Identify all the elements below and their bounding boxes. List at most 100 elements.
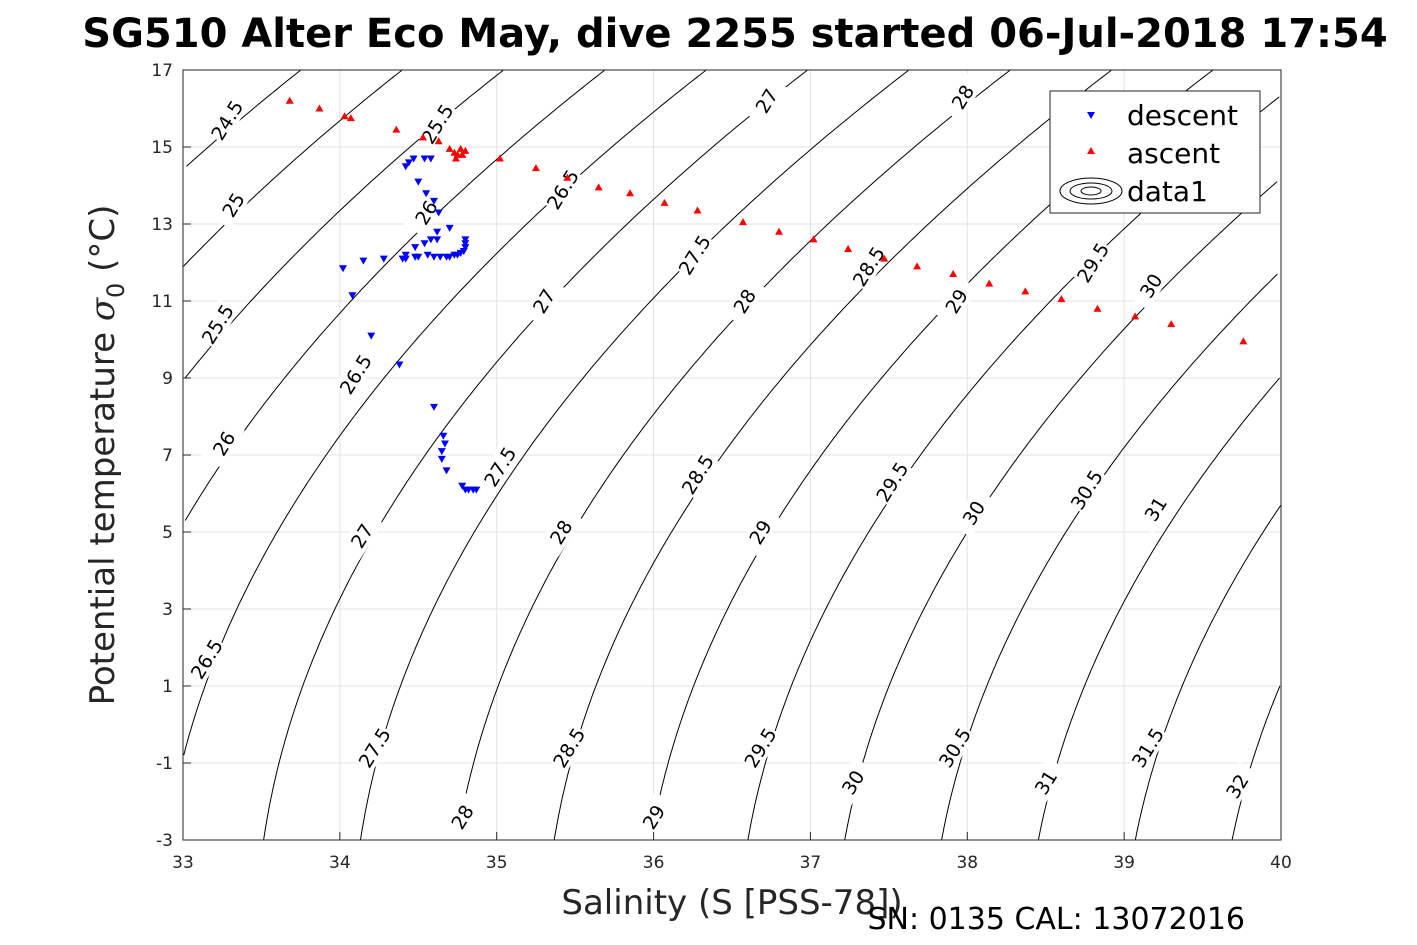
y-tick-label: 13 <box>151 215 173 235</box>
descent-point <box>426 155 435 163</box>
ascent-point <box>451 154 460 162</box>
descent-point <box>420 240 429 248</box>
contour-label: 27.5 <box>672 229 716 280</box>
descent-point <box>472 486 481 494</box>
y-axis-label-sigma: σ <box>83 297 123 321</box>
legend-ascent-marker <box>1087 147 1095 154</box>
ascent-point <box>913 262 922 270</box>
contour-label-bg <box>201 418 245 468</box>
contour-label-bg <box>440 791 484 842</box>
legend-data1-contour-icon <box>1059 177 1123 205</box>
contour-label-bg <box>1128 260 1172 311</box>
descent-point <box>429 253 438 261</box>
descent-point <box>445 224 454 232</box>
contour-label: 28 <box>440 791 484 842</box>
contour-label-bg <box>1023 757 1067 807</box>
ascent-point <box>563 173 572 181</box>
ascent-point <box>949 270 958 278</box>
contour-label: 27 <box>339 510 383 561</box>
y-tick-label: 17 <box>151 61 173 81</box>
ascent-point <box>434 137 443 145</box>
contour-label-bg <box>540 164 584 214</box>
descent-point <box>433 228 442 236</box>
chart-title: SG510 Alter Eco May, dive 2255 started 0… <box>82 11 1387 57</box>
ascent-point <box>1093 304 1102 312</box>
y-tick-label: 1 <box>162 677 173 697</box>
ascent-point <box>392 125 401 133</box>
contour-label-bg <box>870 456 913 507</box>
descent-point <box>409 155 418 163</box>
descent-point <box>461 240 470 248</box>
contour-label-bg <box>547 722 590 773</box>
contour-label: 27.5 <box>352 722 396 773</box>
ascent-point <box>844 245 853 253</box>
descent-point <box>414 253 423 261</box>
contour-label-bg <box>1215 761 1259 811</box>
ascent-point <box>495 154 504 162</box>
contour-label-bg <box>940 71 984 122</box>
contour-label: 26.5 <box>540 164 584 214</box>
contour-label: 31.5 <box>1125 722 1169 773</box>
contour-label-bg <box>539 506 582 557</box>
contour-label: 26.5 <box>184 633 228 684</box>
descent-point <box>426 236 435 244</box>
contour-label: 28.5 <box>547 722 590 773</box>
descent-point <box>429 197 438 205</box>
isopycnal-24.5 <box>186 69 302 167</box>
ascent-point <box>1021 287 1030 295</box>
contour-label-bg <box>339 510 383 561</box>
isopycnal-25 <box>183 69 403 267</box>
legend-descent-marker <box>1087 112 1095 119</box>
descent-point <box>420 155 429 163</box>
isopycnal-31.5 <box>1134 504 1282 841</box>
ascent-point <box>985 279 994 287</box>
contour-label-bg <box>1064 464 1108 515</box>
descent-point <box>436 253 445 261</box>
data-markers <box>285 96 1248 494</box>
isopycnal-26.5 <box>183 69 707 756</box>
y-tick-label: 11 <box>151 292 173 312</box>
ascent-point <box>531 164 540 172</box>
ascent-point <box>1131 312 1140 320</box>
isopycnal-30.5 <box>941 273 1278 841</box>
descent-point <box>433 236 442 244</box>
contour-label-bg <box>333 349 377 399</box>
y-axis-label: Potential temperature σ0 (°C) <box>83 205 130 706</box>
descent-point <box>401 251 410 259</box>
x-axis-ticks: 33 34 35 36 37 38 39 40 <box>172 832 1292 873</box>
contour-label-bg <box>415 98 459 149</box>
descent-point <box>461 244 470 252</box>
y-tick-label: -1 <box>156 754 173 774</box>
ascent-point <box>461 146 470 154</box>
isopycnal-32 <box>1231 685 1281 841</box>
contour-label: 29.5 <box>1070 237 1114 287</box>
y-axis-label-sub: 0 <box>102 283 130 298</box>
contour-label: 27 <box>744 75 788 126</box>
contour-label-bg <box>738 506 782 557</box>
serial-calibration-footer: SN: 0135 CAL: 13072016 <box>867 902 1245 937</box>
descent-point <box>437 448 446 456</box>
descent-point <box>437 455 446 463</box>
ascent-point <box>458 150 467 158</box>
y-tick-label: 5 <box>162 523 173 543</box>
ascent-point <box>775 227 784 235</box>
descent-point <box>429 403 438 411</box>
isopycnal-30 <box>844 181 1278 841</box>
descent-point <box>404 159 413 167</box>
ascent-point <box>315 104 324 112</box>
density-contours <box>183 69 1282 841</box>
descent-point <box>414 178 423 186</box>
legend-descent-label: descent <box>1127 99 1238 132</box>
ascent-point <box>626 189 635 197</box>
ascent-point <box>660 198 669 206</box>
descent-point <box>411 244 420 252</box>
y-axis-label-main: Potential temperature <box>83 321 123 705</box>
contour-label-bg <box>1125 722 1169 773</box>
contour-label: 28.5 <box>846 241 890 291</box>
descent-point <box>442 467 451 475</box>
contour-label-bg <box>521 275 565 326</box>
descent-point <box>338 265 347 273</box>
descent-point <box>423 251 432 259</box>
contour-label: 25.5 <box>195 299 239 349</box>
